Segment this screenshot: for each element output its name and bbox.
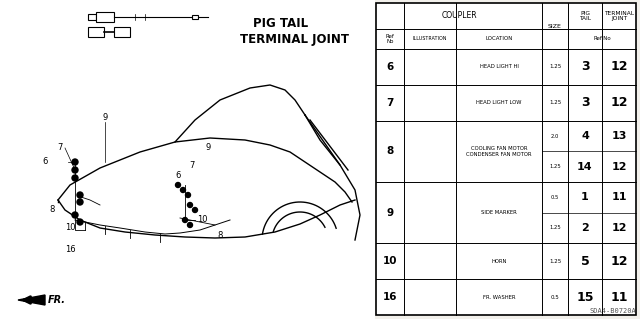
Circle shape <box>186 192 191 197</box>
Text: 12: 12 <box>611 96 628 109</box>
Circle shape <box>72 167 78 173</box>
Text: 3: 3 <box>580 61 589 73</box>
Text: 9: 9 <box>102 114 108 122</box>
Text: 1.25: 1.25 <box>549 64 561 70</box>
Text: 8: 8 <box>387 146 394 156</box>
Bar <box>192 15 198 19</box>
Text: 1.25: 1.25 <box>549 164 561 169</box>
Circle shape <box>77 192 83 198</box>
Bar <box>88 14 96 20</box>
Bar <box>376 3 636 315</box>
Text: 16: 16 <box>65 244 76 254</box>
Text: 8: 8 <box>49 205 54 214</box>
Text: 6: 6 <box>175 170 180 180</box>
Text: 1.25: 1.25 <box>549 259 561 263</box>
Text: 12: 12 <box>611 255 628 268</box>
Text: 10: 10 <box>383 256 397 266</box>
Bar <box>0 0 375 319</box>
Text: 11: 11 <box>611 291 628 303</box>
Circle shape <box>182 218 188 222</box>
Circle shape <box>72 175 78 181</box>
Text: 5: 5 <box>580 255 589 268</box>
Text: 13: 13 <box>611 131 627 141</box>
Text: Ref.No: Ref.No <box>593 36 611 41</box>
Text: 2: 2 <box>581 223 589 233</box>
Text: 7: 7 <box>58 144 63 152</box>
Text: 9: 9 <box>387 208 394 218</box>
Text: FR.: FR. <box>48 295 66 305</box>
Text: 1: 1 <box>581 192 589 202</box>
Text: 6: 6 <box>387 62 394 72</box>
Text: 4: 4 <box>581 131 589 141</box>
Circle shape <box>188 222 193 227</box>
Text: TERMINAL JOINT: TERMINAL JOINT <box>240 33 349 46</box>
Circle shape <box>77 199 83 205</box>
Text: SIDE MARKER: SIDE MARKER <box>481 210 517 215</box>
Text: LOCATION: LOCATION <box>485 36 513 41</box>
Circle shape <box>193 207 198 212</box>
Bar <box>114 27 130 37</box>
Circle shape <box>175 182 180 188</box>
Circle shape <box>72 159 78 165</box>
Text: COOLING FAN MOTOR
CONDENSER FAN MOTOR: COOLING FAN MOTOR CONDENSER FAN MOTOR <box>467 146 532 157</box>
Text: 12: 12 <box>611 61 628 73</box>
Text: 1.25: 1.25 <box>549 225 561 230</box>
Text: 0.5: 0.5 <box>550 294 559 300</box>
Circle shape <box>72 212 78 218</box>
Text: 3: 3 <box>580 96 589 109</box>
Text: PIG
TAIL: PIG TAIL <box>579 11 591 21</box>
Text: 8: 8 <box>218 231 223 240</box>
Text: 12: 12 <box>611 162 627 172</box>
Text: 7: 7 <box>189 160 195 169</box>
Text: 7: 7 <box>387 98 394 108</box>
Bar <box>88 27 104 37</box>
Text: 0.5: 0.5 <box>551 195 559 200</box>
Text: PIG TAIL: PIG TAIL <box>253 17 308 30</box>
Circle shape <box>180 188 186 192</box>
Text: HORN: HORN <box>492 259 507 263</box>
Text: TERMINAL
JOINT: TERMINAL JOINT <box>604 11 634 21</box>
Text: HEAD LIGHT HI: HEAD LIGHT HI <box>479 64 518 70</box>
Text: 1.25: 1.25 <box>549 100 561 105</box>
Text: 15: 15 <box>576 291 594 303</box>
Text: 16: 16 <box>383 292 397 302</box>
Polygon shape <box>18 295 45 305</box>
Text: 12: 12 <box>611 223 627 233</box>
Bar <box>376 3 636 315</box>
Text: SDA4-B0720A: SDA4-B0720A <box>589 308 636 314</box>
Text: HEAD LIGHT LOW: HEAD LIGHT LOW <box>476 100 522 105</box>
Text: 9: 9 <box>205 144 211 152</box>
Text: COUPLER: COUPLER <box>441 11 477 20</box>
Text: 11: 11 <box>611 192 627 202</box>
Circle shape <box>188 203 193 207</box>
Text: SIZE: SIZE <box>548 24 562 28</box>
Text: FR. WASHER: FR. WASHER <box>483 294 515 300</box>
Text: 10: 10 <box>65 224 76 233</box>
Text: ILLUSTRATION: ILLUSTRATION <box>413 36 447 41</box>
Bar <box>96 12 114 22</box>
Text: 14: 14 <box>577 162 593 172</box>
Circle shape <box>77 219 83 225</box>
Text: 10: 10 <box>196 216 207 225</box>
Text: Ref
No: Ref No <box>385 34 394 44</box>
Text: 6: 6 <box>42 158 48 167</box>
Text: 2.0: 2.0 <box>551 134 559 139</box>
